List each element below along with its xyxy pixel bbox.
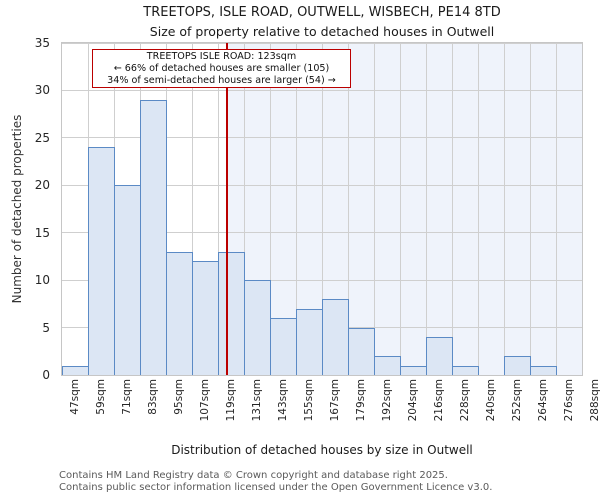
x-tick-label: 167sqm — [328, 379, 341, 422]
x-tick-label: 288sqm — [588, 379, 600, 422]
histogram-bar — [114, 185, 141, 375]
x-tick-label: 216sqm — [432, 379, 445, 422]
property-size-marker-line — [225, 43, 228, 375]
v-gridline — [451, 43, 453, 375]
x-tick-label: 83sqm — [146, 379, 159, 415]
histogram-bar — [62, 365, 89, 375]
y-tick-label: 5 — [42, 320, 50, 335]
x-tick-label: 228sqm — [458, 379, 471, 422]
histogram-bar — [270, 318, 297, 375]
x-tick-label: 252sqm — [510, 379, 523, 422]
histogram-bar — [348, 327, 375, 375]
histogram-bar — [504, 356, 531, 375]
v-gridline — [347, 43, 349, 375]
y-tick-label: 10 — [34, 273, 50, 288]
x-tick-label: 131sqm — [250, 379, 263, 422]
annotation-line-1: TREETOPS ISLE ROAD: 123sqm — [146, 51, 297, 62]
histogram-bar — [88, 147, 115, 375]
chart-subtitle: Size of property relative to detached ho… — [149, 24, 495, 39]
x-tick-label: 204sqm — [406, 379, 419, 422]
histogram-bar — [296, 308, 323, 375]
v-gridline — [425, 43, 427, 375]
histogram-bar — [166, 251, 193, 375]
v-gridline — [399, 43, 401, 375]
v-gridline — [191, 43, 193, 375]
x-tick-label: 264sqm — [536, 379, 549, 422]
v-gridline — [503, 43, 505, 375]
v-gridline — [295, 43, 297, 375]
v-gridline — [529, 43, 531, 375]
x-tick-label: 95sqm — [172, 379, 185, 415]
histogram-bar — [218, 251, 245, 375]
footer: Contains HM Land Registry data © Crown c… — [59, 470, 492, 493]
v-gridline — [269, 43, 271, 375]
histogram-bar — [426, 337, 453, 375]
histogram-bar — [140, 99, 167, 375]
v-gridline — [217, 43, 219, 375]
histogram-bar — [244, 280, 271, 375]
footer-line-2: Contains public sector information licen… — [59, 481, 493, 493]
y-tick-label: 0 — [42, 368, 50, 382]
v-gridline — [321, 43, 323, 375]
x-tick-label: 240sqm — [484, 379, 497, 422]
v-gridline — [243, 43, 245, 375]
chart-title: TREETOPS, ISLE ROAD, OUTWELL, WISBECH, P… — [143, 5, 501, 20]
y-tick-label: 25 — [34, 130, 50, 145]
x-tick-label: 107sqm — [198, 379, 211, 422]
v-gridline — [373, 43, 375, 375]
y-tick-label: 15 — [34, 225, 50, 240]
x-tick-label: 155sqm — [302, 379, 315, 422]
annotation-box: TREETOPS ISLE ROAD: 123sqm ← 66% of deta… — [92, 49, 351, 88]
x-axis-title: Distribution of detached houses by size … — [171, 443, 473, 457]
x-tick-label: 179sqm — [354, 379, 367, 422]
x-tick-label: 47sqm — [68, 379, 81, 415]
histogram-bar — [452, 365, 479, 375]
y-tick-label: 35 — [34, 36, 50, 50]
histogram-bar — [400, 365, 427, 375]
plot-area: TREETOPS ISLE ROAD: 123sqm ← 66% of deta… — [61, 42, 583, 376]
x-tick-label: 119sqm — [224, 379, 237, 422]
histogram-bar — [530, 365, 557, 375]
v-gridline — [555, 43, 557, 375]
x-tick-label: 71sqm — [120, 379, 133, 415]
x-tick-label: 143sqm — [276, 379, 289, 422]
histogram-bar — [192, 261, 219, 375]
annotation-line-2: ← 66% of detached houses are smaller (10… — [113, 63, 330, 74]
y-tick-label: 30 — [34, 83, 50, 98]
y-tick-label: 20 — [34, 178, 50, 193]
x-tick-label: 192sqm — [380, 379, 393, 422]
x-tick-label: 276sqm — [562, 379, 575, 422]
histogram-bar — [374, 356, 401, 375]
x-tick-label: 59sqm — [94, 379, 107, 415]
footer-line-1: Contains HM Land Registry data © Crown c… — [59, 470, 448, 481]
annotation-line-3: 34% of semi-detached houses are larger (… — [107, 75, 336, 86]
v-gridline — [477, 43, 479, 375]
histogram-bar — [322, 299, 349, 375]
